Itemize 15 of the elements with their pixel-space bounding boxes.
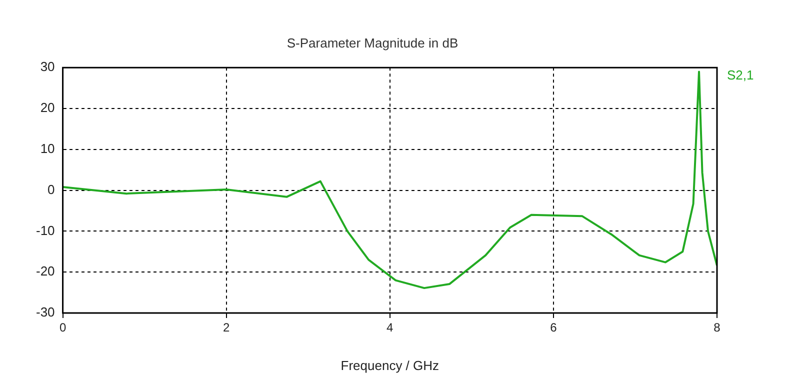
- y-tick-label: -30: [36, 304, 55, 320]
- x-axis-title: Frequency / GHz: [340, 358, 440, 373]
- x-tick-label: 4: [386, 320, 394, 335]
- y-tick-label: -20: [36, 264, 55, 279]
- chart-title: S-Parameter Magnitude in dB: [286, 35, 458, 50]
- y-tick-label: 0: [48, 182, 55, 197]
- y-tick-label: 30: [40, 59, 55, 74]
- y-tick-label: 20: [40, 100, 55, 116]
- text: S2,1: [727, 68, 754, 83]
- x-tick-label: 0: [59, 320, 66, 335]
- y-tick-label: 10: [40, 140, 55, 156]
- y-tick-label: -10: [36, 222, 55, 238]
- x-tick-label: 2: [223, 320, 230, 335]
- x-tick-label: 8: [714, 320, 721, 335]
- x-tick-label: 6: [550, 320, 558, 335]
